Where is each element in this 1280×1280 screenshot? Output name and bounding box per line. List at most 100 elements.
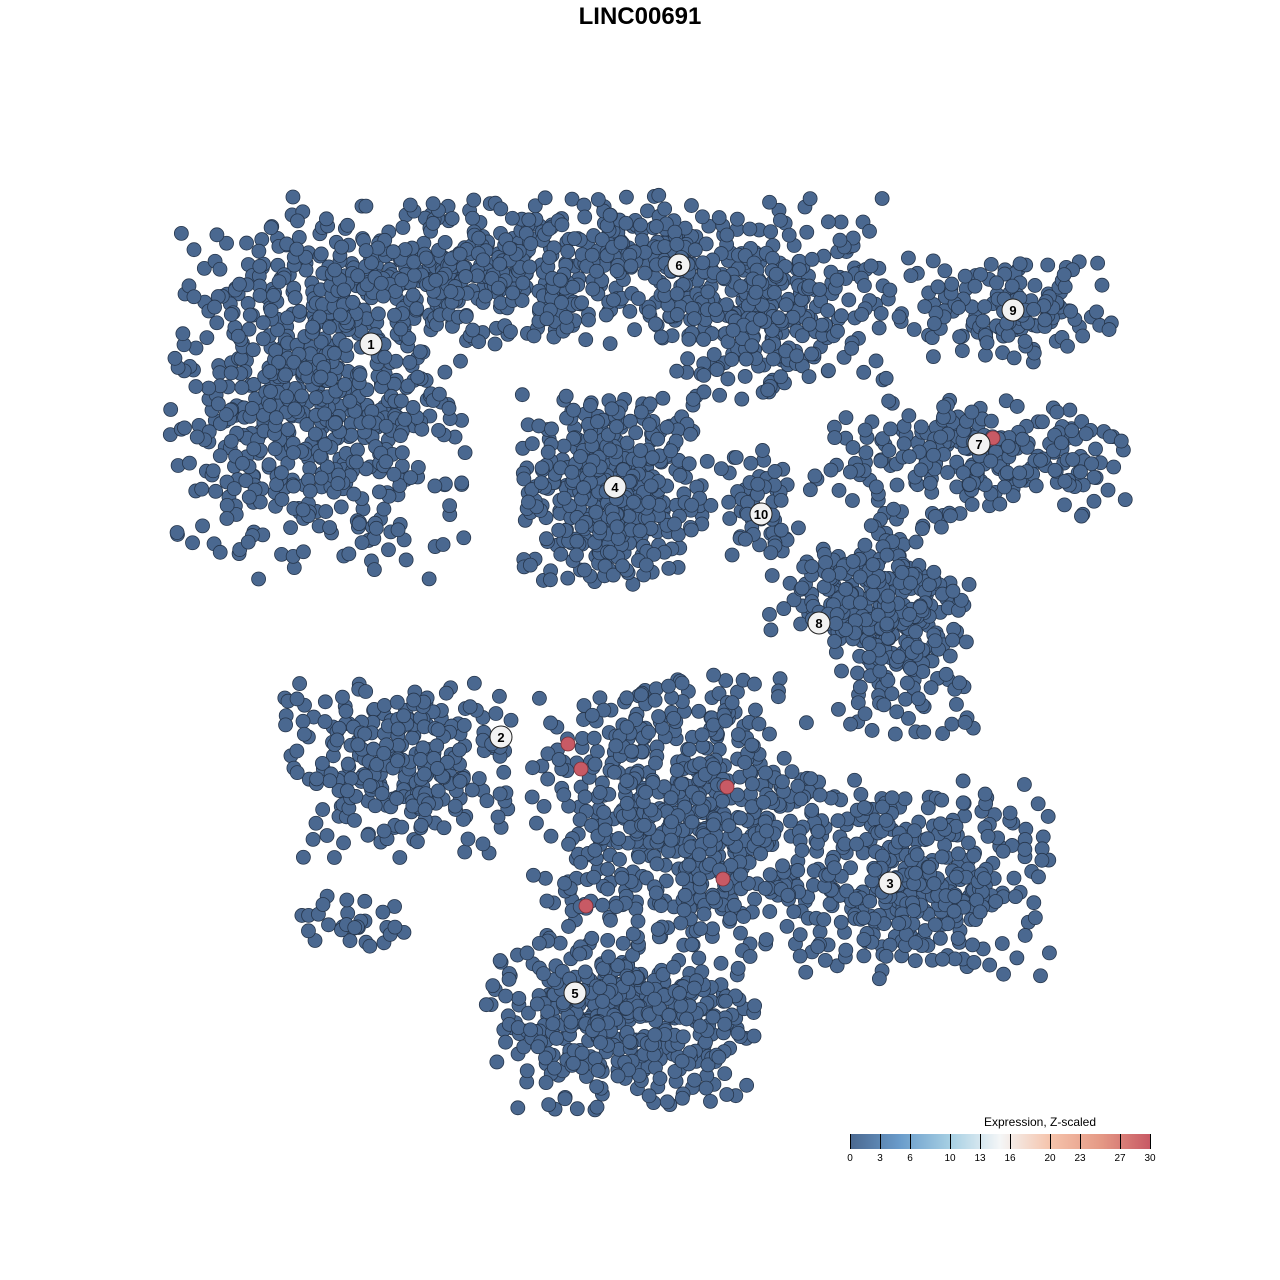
- cell-point-cluster-6: [402, 197, 418, 213]
- cell-point-cluster-9: [1012, 256, 1028, 272]
- cell-point-cluster-5: [625, 926, 641, 942]
- cell-point-cluster-3: [830, 813, 846, 829]
- cell-point-cluster-6: [345, 294, 361, 310]
- cell-point-cluster-5: [531, 935, 547, 951]
- cell-point-cluster-8: [865, 557, 881, 573]
- cell-point-cluster-7: [997, 479, 1012, 495]
- cell-point-cluster-6: [333, 307, 348, 323]
- cell-point-cluster-6: [598, 307, 614, 323]
- cell-point-cluster-9: [925, 349, 941, 365]
- cell-point-cluster-3: [1006, 870, 1022, 886]
- cell-point-cluster-8: [857, 706, 873, 722]
- cell-point-cluster-8: [876, 697, 892, 713]
- cell-point-cluster-2: [466, 675, 482, 691]
- cell-point-cluster-1: [346, 486, 362, 502]
- cell-point-cluster-8: [914, 521, 930, 537]
- cell-point-cluster-7: [1009, 399, 1025, 414]
- cell-point-cluster-7: [831, 483, 847, 498]
- cell-point-cluster-8: [861, 636, 877, 651]
- cell-point-cluster-3: [891, 916, 907, 931]
- cell-point-cluster-1: [263, 384, 278, 399]
- cell-point-cluster-5: [600, 933, 616, 948]
- cell-point-cluster-5: [792, 927, 808, 943]
- high-expression-point: [560, 736, 576, 752]
- cell-point-cluster-6: [327, 262, 343, 278]
- cell-point-cluster-1: [251, 571, 266, 587]
- cell-point-cluster-5: [648, 885, 664, 901]
- cell-point-cluster-5: [659, 1094, 675, 1110]
- cell-point-cluster-2: [278, 717, 293, 733]
- cell-point-cluster-5: [589, 1099, 605, 1115]
- cell-point-cluster-8: [942, 648, 958, 664]
- legend-tick: [1009, 1134, 1011, 1149]
- cell-point-cluster-10: [724, 547, 740, 563]
- cell-point-cluster-6: [493, 201, 509, 217]
- cell-point-cluster-5: [666, 710, 682, 726]
- cell-point-cluster-6: [669, 236, 685, 252]
- cell-point-cluster-5: [681, 742, 697, 757]
- cell-point-cluster-5: [618, 1000, 634, 1016]
- cluster-label-text: 10: [754, 507, 768, 522]
- cell-point-cluster-8: [915, 664, 931, 679]
- cell-point-cluster-7: [1028, 478, 1044, 494]
- cell-point-cluster-5: [631, 849, 647, 865]
- cell-point-cluster-5: [747, 676, 762, 692]
- cell-point-cluster-1: [245, 342, 261, 358]
- cell-point-cluster-9: [1101, 322, 1117, 337]
- cell-point-cluster-6: [667, 224, 683, 240]
- cell-point-cluster-5: [584, 707, 600, 723]
- cell-point-cluster-1: [317, 406, 333, 422]
- cell-point-cluster-5: [619, 719, 635, 735]
- cell-point-cluster-2: [339, 892, 355, 908]
- cell-point-cluster-6: [695, 209, 710, 225]
- cell-point-cluster-1: [241, 489, 257, 505]
- cell-point-cluster-9: [951, 300, 966, 315]
- cell-point-cluster-2: [315, 802, 331, 817]
- cell-point-cluster-5: [577, 789, 593, 805]
- cell-point-cluster-6: [358, 198, 374, 214]
- cell-point-cluster-5: [663, 832, 679, 848]
- cell-point-cluster-1: [219, 235, 234, 251]
- cluster-label-text: 4: [611, 480, 619, 495]
- cell-point-cluster-5: [630, 913, 646, 929]
- cell-point-cluster-7: [913, 462, 929, 478]
- cell-point-cluster-3: [898, 832, 913, 848]
- legend-tick: [979, 1134, 981, 1149]
- cell-point-cluster-5: [669, 763, 685, 778]
- cell-point-cluster-6: [428, 272, 444, 288]
- cell-point-cluster-3: [867, 862, 883, 878]
- cell-point-cluster-6: [466, 192, 482, 208]
- cell-point-cluster-3: [1034, 852, 1050, 868]
- cell-point-cluster-7: [1088, 441, 1103, 457]
- cell-point-cluster-3: [838, 942, 854, 958]
- cell-point-cluster-5: [603, 912, 618, 928]
- cell-point-cluster-4: [544, 421, 559, 437]
- cell-point-cluster-1: [235, 455, 250, 471]
- cell-point-cluster-6: [539, 311, 555, 327]
- cell-point-cluster-1: [313, 369, 329, 385]
- cell-point-cluster-3: [948, 869, 964, 885]
- cell-point-cluster-9: [1094, 277, 1110, 293]
- cell-point-cluster-2: [335, 689, 350, 705]
- cell-point-cluster-1: [239, 235, 254, 251]
- cell-point-cluster-5: [705, 890, 721, 906]
- cell-point-cluster-7: [1064, 423, 1080, 439]
- cell-point-cluster-7: [992, 496, 1008, 512]
- cell-point-cluster-8: [961, 577, 977, 592]
- cell-point-cluster-4: [672, 467, 688, 483]
- cell-point-cluster-6: [863, 258, 879, 274]
- cell-point-cluster-1: [163, 402, 179, 417]
- cell-point-cluster-6: [709, 362, 725, 377]
- cell-point-cluster-2: [452, 742, 467, 758]
- cell-point-cluster-2: [490, 809, 506, 825]
- cell-point-cluster-4: [514, 387, 530, 403]
- cell-point-cluster-2: [430, 783, 446, 799]
- cell-point-cluster-9: [925, 253, 941, 269]
- cell-point-cluster-8: [866, 574, 881, 590]
- high-expression-point: [573, 761, 589, 777]
- cell-point-cluster-7: [1086, 493, 1102, 509]
- cell-point-cluster-3: [955, 795, 971, 811]
- cell-point-cluster-1: [454, 475, 470, 491]
- cell-point-cluster-1: [262, 398, 278, 413]
- cell-point-cluster-2: [430, 761, 445, 776]
